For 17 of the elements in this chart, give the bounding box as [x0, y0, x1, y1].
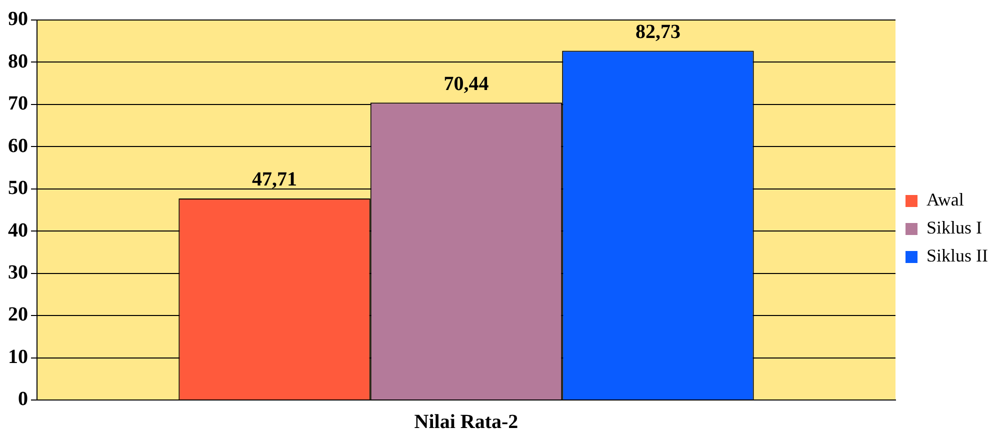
- y-tick-label: 10: [8, 346, 28, 368]
- y-tick-label: 40: [8, 219, 28, 242]
- data-label: 47,71: [252, 168, 298, 191]
- data-label: 82,73: [635, 20, 680, 43]
- data-label: 70,44: [444, 72, 489, 95]
- y-tick-label: 70: [8, 92, 28, 115]
- y-tick-label: 30: [8, 262, 28, 284]
- y-tick-label: 20: [8, 304, 28, 326]
- legend-label: Siklus II: [926, 246, 988, 266]
- y-tick-label: 80: [8, 50, 28, 72]
- legend-label: Siklus I: [926, 218, 982, 238]
- y-tick-label: 0: [18, 388, 28, 410]
- legend-label: Awal: [926, 190, 964, 210]
- y-tick-label: 90: [8, 8, 28, 30]
- y-tick-label: 60: [8, 134, 28, 157]
- x-tick-label: Nilai Rata-2: [414, 411, 518, 434]
- y-tick-label: 50: [8, 177, 28, 200]
